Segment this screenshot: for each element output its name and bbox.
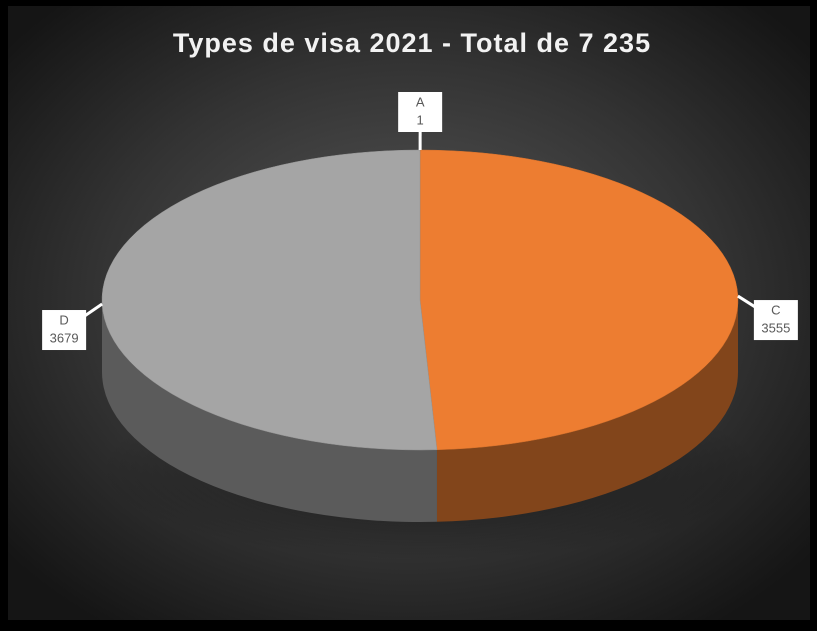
pie-tops <box>102 150 738 450</box>
label-value: 3555 <box>761 320 790 335</box>
label-category: C <box>771 302 780 317</box>
label-value: 1 <box>417 112 424 127</box>
label-category: D <box>59 312 68 327</box>
label-value: 3679 <box>50 330 79 345</box>
chart-title: Types de visa 2021 - Total de 7 235 <box>173 28 651 58</box>
label-category: A <box>416 94 425 109</box>
